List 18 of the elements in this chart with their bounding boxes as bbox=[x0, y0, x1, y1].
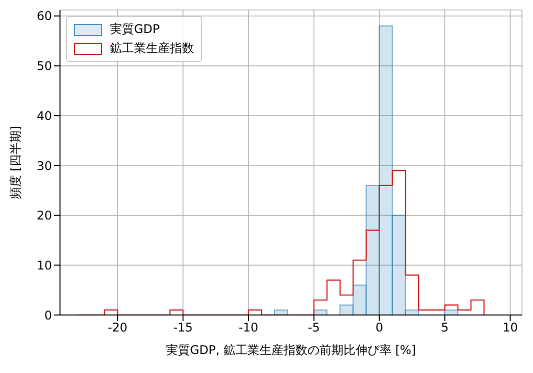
x-axis-title: 実質GDP, 鉱工業生産指数の前期比伸び率 [%] bbox=[166, 343, 416, 357]
x-tick-label: 5 bbox=[440, 320, 449, 335]
legend-label: 鉱工業生産指数 bbox=[110, 40, 194, 57]
x-tick-label: 0 bbox=[376, 320, 384, 335]
y-tick-label: 10 bbox=[36, 258, 52, 272]
y-tick-label: 20 bbox=[36, 208, 52, 223]
x-tick-label: -10 bbox=[238, 320, 258, 335]
y-tick-label: 30 bbox=[36, 158, 52, 173]
legend-label: 実質GDP bbox=[110, 21, 160, 38]
x-tick-label: -5 bbox=[308, 320, 320, 335]
y-tick-label: 0 bbox=[44, 308, 52, 322]
x-tick-label: -15 bbox=[173, 320, 193, 335]
x-tick-label: 10 bbox=[502, 320, 518, 335]
y-tick-label: 60 bbox=[36, 9, 52, 24]
x-tick-label: -20 bbox=[108, 320, 128, 335]
y-tick-label: 40 bbox=[36, 108, 52, 123]
y-tick-label: 50 bbox=[36, 59, 52, 74]
y-axis-title: 頻度 [四半期] bbox=[8, 126, 22, 200]
